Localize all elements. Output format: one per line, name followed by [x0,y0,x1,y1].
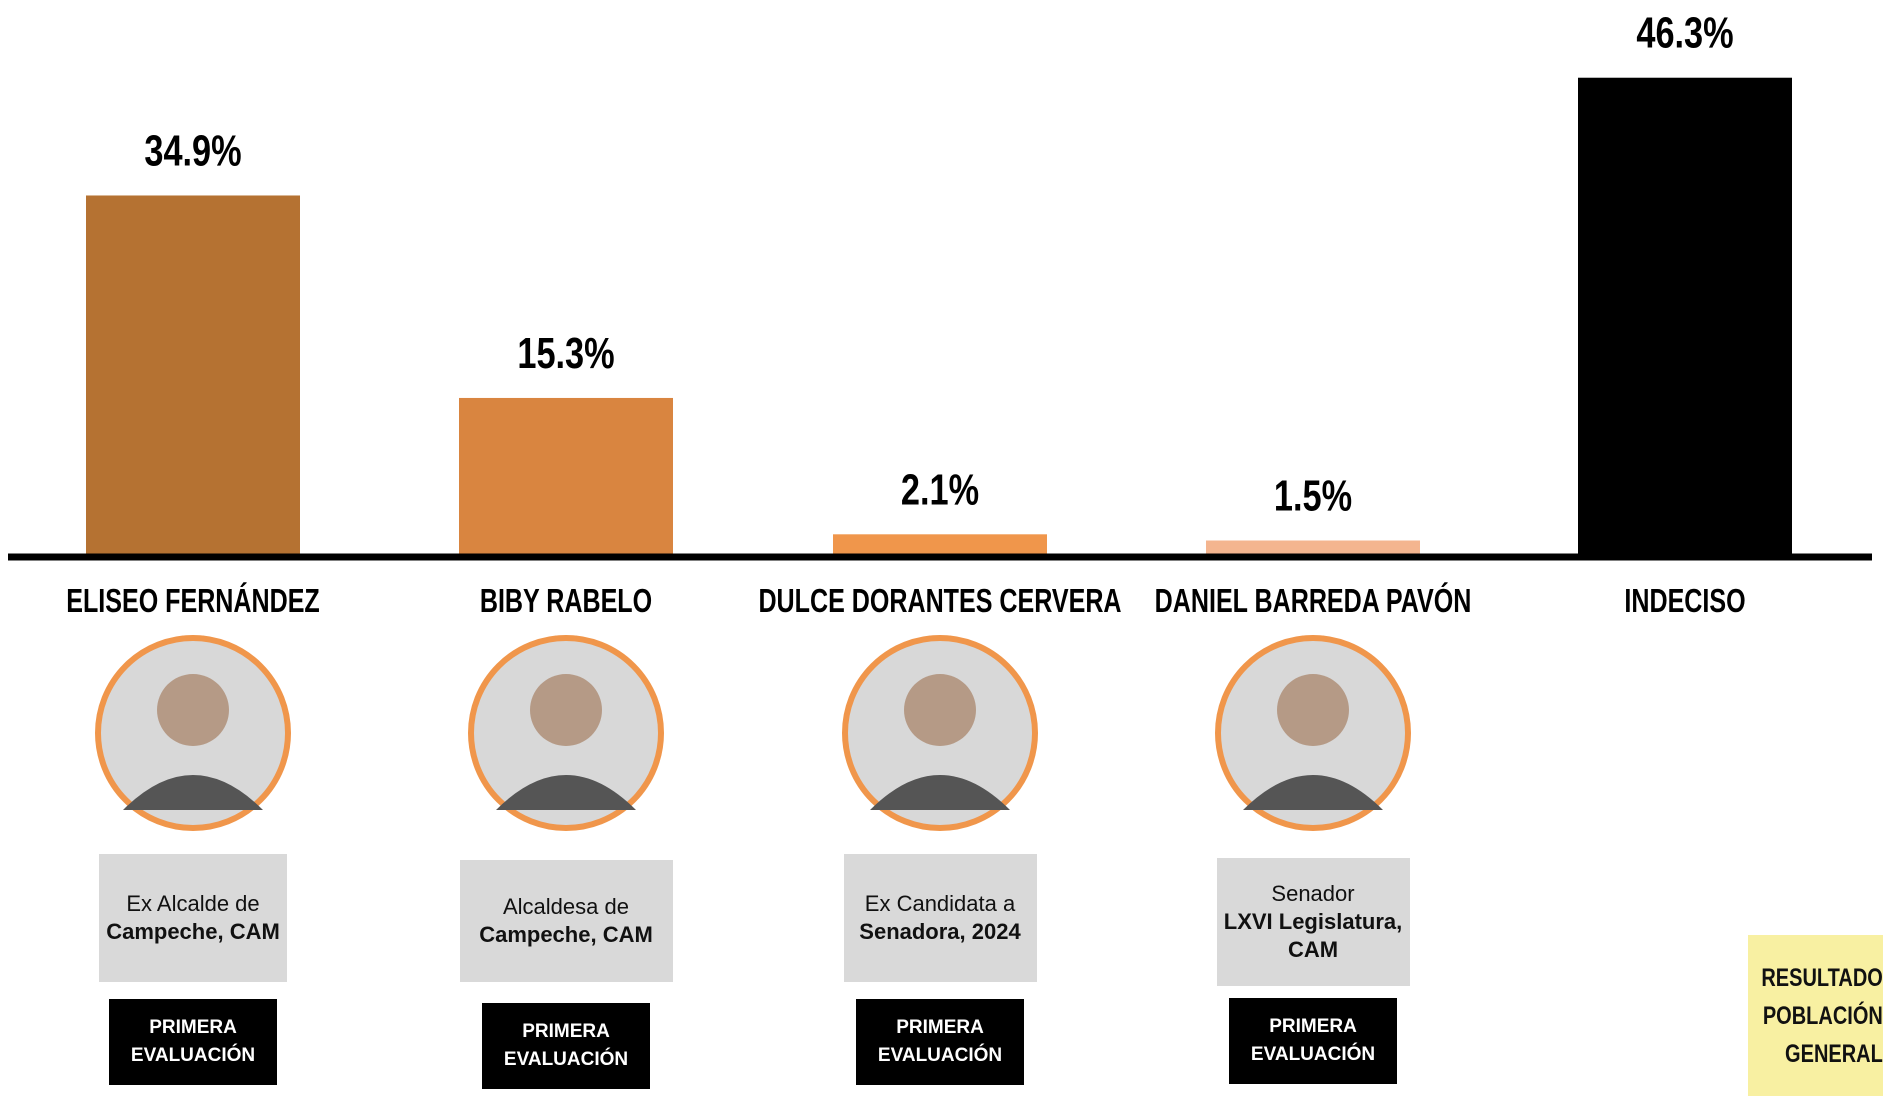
badge: PRIMERA EVALUACIÓN [109,999,277,1085]
value-label: 1.5% [1274,471,1352,520]
badge: PRIMERA EVALUACIÓN [856,999,1024,1085]
note-box: RESULTADO POBLACIÓN GENERAL [1748,935,1883,1096]
bar [1578,78,1792,556]
badge: PRIMERA EVALUACIÓN [1229,998,1397,1084]
bar [459,398,673,556]
category-label: ELISEO FERNÁNDEZ [66,582,320,620]
category-label: INDECISO [1624,583,1745,620]
description-bold: Campeche, CAM [106,918,280,946]
category-label: DULCE DORANTES CERVERA [758,583,1121,620]
value-label: 34.9% [144,126,241,175]
value-label: 15.3% [517,329,614,378]
note: RESULTADO POBLACIÓN GENERAL [1762,959,1883,1073]
bar [86,195,300,556]
category-label: DANIEL BARREDA PAVÓN [1155,582,1472,620]
bar [833,534,1047,556]
category-label: BIBY RABELO [480,583,652,620]
page: 34.9% ELISEO FERNÁNDEZ 15.3% BIBY RABELO 2.1… [0,0,1883,1096]
description-bold: LXVI Legislatura, CAM [1223,908,1404,964]
photo-head [157,674,229,746]
photo-head [1277,674,1349,746]
value-label: 46.3% [1636,9,1733,58]
description-text: Senador [1271,880,1354,908]
value-label: 2.1% [901,465,979,514]
description-text: Alcaldesa de [503,893,629,921]
photo-head [530,674,602,746]
description-bold: Campeche, CAM [479,921,653,949]
description-bold: Senadora, 2024 [859,918,1020,946]
badge: PRIMERA EVALUACIÓN [482,1003,650,1089]
description-text: Ex Candidata a [865,890,1015,918]
description-text: Ex Alcalde de [126,890,259,918]
photo-head [904,674,976,746]
